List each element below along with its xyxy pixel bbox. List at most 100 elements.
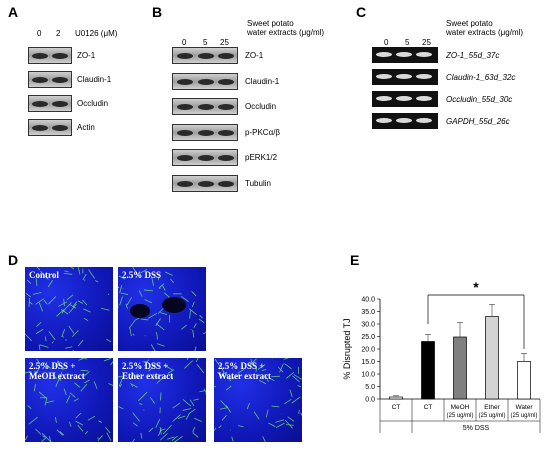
y-tick-label: 0.0	[365, 397, 375, 404]
panel-a-treatment: U0126 (μM)	[75, 29, 118, 38]
panel-a-blot-strip	[28, 47, 72, 64]
panel-b-row-label: pERK1/2	[245, 153, 278, 162]
panel-a-band	[32, 53, 48, 59]
panel-b-band	[198, 129, 214, 136]
panel-e-label: E	[350, 252, 360, 268]
panel-b-blot-strip	[172, 98, 238, 115]
panel-c-band	[396, 96, 412, 101]
panel-c-label: C	[356, 4, 367, 20]
panel-b-band	[218, 180, 234, 187]
panel-c-lane-1: 5	[405, 38, 410, 47]
tight-junction-network	[118, 358, 206, 442]
panel-b-band	[218, 104, 234, 110]
panel-b-band	[177, 78, 193, 85]
panel-a-band	[52, 101, 68, 107]
panel-a-label: A	[8, 4, 19, 20]
tight-junction-network	[25, 267, 112, 351]
panel-a-blot-strip	[28, 119, 72, 136]
micrograph: 2.5% DSS	[118, 267, 206, 351]
panel-b-band	[177, 104, 193, 110]
panel-b-blot-strip	[172, 72, 238, 90]
panel-b-row-label: Claudin-1	[245, 76, 280, 86]
tight-junction-network	[118, 267, 206, 351]
panel-a-band	[32, 77, 48, 83]
panel-a-row-label: ZO-1	[77, 51, 96, 60]
panel-b-band	[198, 155, 214, 161]
bar	[485, 316, 499, 400]
panel-b-band	[198, 180, 214, 187]
panel-c-treatment-line2: water extracts (μg/ml)	[446, 28, 524, 37]
panel-a-row-label: Occludin	[77, 99, 109, 108]
bar	[421, 341, 435, 400]
category-label: Ether	[484, 404, 500, 411]
panel-a-row-label: Actin	[77, 123, 95, 132]
panel-b-band	[177, 180, 193, 187]
tight-junction-network	[214, 358, 302, 442]
panel-a-lane-1: 2	[56, 29, 61, 38]
panel-b-band	[177, 155, 193, 161]
panel-b-lane-0: 0	[182, 38, 187, 47]
panel-a-band	[52, 53, 68, 59]
panel-b-lane-2: 25	[220, 38, 229, 47]
panel-b-label: B	[152, 4, 163, 20]
category-sublabel: (25 ug/ml)	[478, 413, 505, 419]
y-tick-label: 15.0	[361, 359, 375, 366]
panel-b-band	[218, 155, 234, 161]
bar	[389, 396, 403, 400]
category-label: Water	[515, 404, 533, 411]
panel-c-band	[396, 52, 412, 57]
panel-b-row-label: ZO-1	[245, 51, 264, 60]
panel-c-row-label: GAPDH_55d_26c	[446, 117, 510, 126]
bar	[453, 336, 467, 400]
group-label: 5% DSS	[463, 425, 490, 432]
micrograph: Control	[25, 267, 113, 351]
y-tick-label: 30.0	[361, 322, 375, 329]
panel-c-gel-strip	[372, 47, 438, 63]
panel-a-blot-strip	[28, 71, 72, 88]
panel-b-lane-1: 5	[203, 38, 208, 47]
micrograph-label: 2.5% DSS + Ether extract	[122, 361, 174, 381]
category-sublabel: (25 ug/ml)	[446, 413, 473, 419]
panel-c-band	[416, 52, 432, 57]
panel-c-gel-strip	[372, 69, 438, 85]
y-axis-label: % Disrupted TJ	[342, 318, 352, 379]
y-tick-label: 5.0	[365, 384, 375, 391]
panel-b-band	[218, 78, 234, 85]
panel-b-band	[177, 53, 193, 59]
panel-b-band	[198, 53, 214, 59]
panel-c-row-label: Occludin_55d_30c	[446, 95, 513, 104]
panel-a-lane-0: 0	[37, 29, 42, 38]
panel-b-blot-strip	[172, 123, 238, 141]
panel-b-row-label: Occludin	[245, 102, 277, 111]
y-tick-label: 25.0	[361, 334, 375, 341]
micrograph: 2.5% DSS + MeOH extract	[25, 358, 113, 442]
panel-d-label: D	[8, 252, 19, 268]
panel-b-row-label: Tubulin	[245, 178, 271, 188]
panel-b-band	[198, 78, 214, 85]
panel-c-band	[376, 52, 392, 57]
category-label: CT	[424, 404, 433, 411]
micrograph: 2.5% DSS + Water extract	[214, 358, 302, 442]
panel-a-band	[52, 77, 68, 83]
panel-c-band	[396, 118, 412, 123]
panel-b-band	[177, 129, 193, 136]
panel-b-treatment-line1: Sweet potato	[247, 19, 294, 28]
panel-c-band	[376, 74, 392, 79]
panel-c-band	[416, 118, 432, 123]
panel-c-row-label: Claudin-1_63d_32c	[446, 73, 516, 82]
panel-a-band	[32, 125, 48, 131]
category-sublabel: (25 ug/ml)	[510, 413, 537, 419]
panel-c-band	[416, 74, 432, 79]
panel-b-band	[218, 129, 234, 136]
micrograph-label: Control	[29, 270, 59, 280]
panel-a-band	[32, 101, 48, 107]
category-label: MeOH	[451, 404, 470, 411]
panel-b-blot-strip	[172, 149, 238, 166]
panel-b-blot-strip	[172, 47, 238, 64]
micrograph-label: 2.5% DSS + Water extract	[218, 361, 272, 381]
significance-star: *	[473, 279, 479, 295]
panel-c-band	[416, 96, 432, 101]
micrograph: 2.5% DSS + Ether extract	[118, 358, 206, 442]
panel-b-row-label: p-PKCα/β	[245, 127, 281, 137]
panel-c-row-label: ZO-1_55d_37c	[446, 51, 500, 60]
